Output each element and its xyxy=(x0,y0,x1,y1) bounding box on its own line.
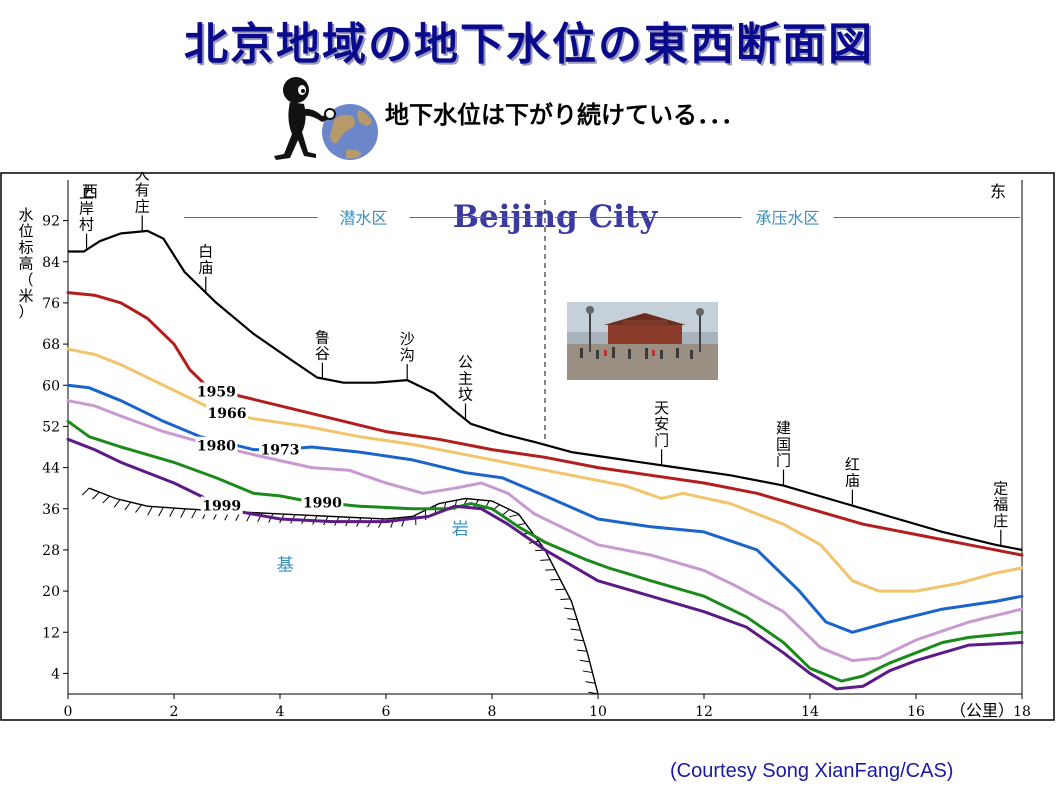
bedrock-hatch xyxy=(550,578,561,581)
bedrock-hatch xyxy=(564,607,574,610)
bedrock-hatch xyxy=(545,569,556,571)
ground-surface xyxy=(68,229,1023,551)
zone-label: 潜水区 xyxy=(339,208,387,227)
subtitle: 地下水位は下がり続けている．．． xyxy=(385,101,745,129)
bedrock-hatch xyxy=(540,559,551,561)
x-axis-unit: （公里） xyxy=(950,701,1014,720)
bedrock-hatch xyxy=(191,509,197,519)
x-tick-label: 4 xyxy=(276,704,285,720)
bedrock-hatch xyxy=(509,514,520,518)
bedrock-hatch xyxy=(92,491,100,500)
bedrock-hatch xyxy=(555,588,566,591)
page-title: 北京地域の地下水位の東西断面図 xyxy=(184,19,874,70)
place-name-label: 红庙 xyxy=(845,455,860,489)
x-tick-label: 10 xyxy=(589,704,607,720)
series-label-bg xyxy=(259,440,301,459)
x-tick-label: 18 xyxy=(1013,704,1031,720)
bedrock-hatch xyxy=(180,508,186,518)
place-names: 上岸村 大有庄白庙鲁谷 沙沟公主坟天安门 建国门红庙定福庄 xyxy=(79,172,1008,546)
y-tick-label: 52 xyxy=(42,419,60,435)
series-1959-line xyxy=(66,291,1024,557)
y-tick-label: 76 xyxy=(42,296,60,312)
y-tick-label: 12 xyxy=(42,625,60,641)
series-label-bg xyxy=(206,404,248,423)
bedrock-hatch xyxy=(567,618,578,621)
place-name-label: 沙沟 xyxy=(400,330,415,364)
series-1980-label: 1980 xyxy=(197,439,236,455)
place-name-label: 建国门 xyxy=(776,419,791,469)
place-name-label: 大有庄 xyxy=(135,172,150,215)
place-name-label: 鲁谷 xyxy=(315,328,330,362)
west-label: 西 xyxy=(82,182,98,201)
y-tick-label: 92 xyxy=(42,214,60,230)
y-ticks: 4 12 20 28 36 44 52 60 68 76 84 92 xyxy=(42,214,68,682)
series-1966-label: 1966 xyxy=(208,406,247,422)
tiananmen-photo xyxy=(567,302,718,380)
bedrock-hatch xyxy=(135,504,142,513)
y-tick-label: 4 xyxy=(51,666,60,682)
y-tick-label: 20 xyxy=(42,584,60,600)
series-label-bg xyxy=(301,493,344,512)
bedrock-hatch xyxy=(124,501,132,511)
ground-surface-line xyxy=(68,229,1023,551)
x-tick-label: 14 xyxy=(801,704,819,720)
bedrock-label: 岩 xyxy=(452,519,469,539)
bedrock-hatch xyxy=(577,649,587,652)
series-1990-line xyxy=(66,419,1024,683)
series-1973-line xyxy=(66,383,1024,634)
zone-bar: 潜水区 承压水区 xyxy=(184,200,1020,442)
place-name-label: 上岸村 xyxy=(79,183,94,233)
y-tick-label: 68 xyxy=(42,337,60,353)
bedrock-hatch xyxy=(585,681,596,684)
x-ticks: 0 2 4 6 8 10 12 14 16 18 xyxy=(64,694,1031,720)
place-name-label: 白庙 xyxy=(198,242,213,276)
series-1959-label: 1959 xyxy=(197,384,236,400)
zone-label: 承压水区 xyxy=(755,208,819,227)
bedrock-line xyxy=(88,487,599,695)
bedrock: 基岩 xyxy=(81,487,599,695)
water-level-series: 1959 1966 1973 1980 1990 1999 xyxy=(66,291,1024,691)
bedrock-hatch xyxy=(573,639,584,642)
place-name-label: 定福庄 xyxy=(993,479,1008,529)
x-tick-label: 2 xyxy=(170,704,179,720)
east-label: 东 xyxy=(990,182,1006,201)
bedrock-hatch xyxy=(102,495,111,504)
series-1990-label: 1990 xyxy=(303,496,342,512)
credit-text: (Courtesy Song XianFang/CAS) xyxy=(670,760,954,782)
y-axis-label: 水位标高（米） xyxy=(18,206,33,321)
bedrock-hatch xyxy=(570,628,581,631)
x-tick-label: 8 xyxy=(488,704,497,720)
series-1973-label: 1973 xyxy=(261,443,300,459)
y-tick-label: 28 xyxy=(42,543,60,559)
bedrock-hatch xyxy=(588,691,599,695)
bedrock-hatch xyxy=(113,499,121,508)
groundwater-cross-section-chart: 西 东 Beijing City （公里） 水位标高（米） 4122028364… xyxy=(0,172,1055,721)
x-tick-label: 6 xyxy=(382,704,391,720)
x-tick-label: 12 xyxy=(695,704,713,720)
y-tick-label: 60 xyxy=(42,378,60,394)
bedrock-hatch xyxy=(147,506,153,516)
series-label-bg xyxy=(195,382,238,401)
bedrock-hatch xyxy=(560,598,571,600)
bedrock-hatch xyxy=(582,670,593,674)
bedrock-label: 基 xyxy=(277,556,294,576)
place-name-label: 公主坟 xyxy=(458,353,473,403)
bedrock-hatch xyxy=(158,507,164,517)
thinking-person-globe-icon xyxy=(274,77,378,160)
place-name-label: 天安门 xyxy=(654,399,669,449)
x-tick-label: 0 xyxy=(64,704,73,720)
bedrock-hatch xyxy=(169,507,175,517)
y-tick-label: 84 xyxy=(42,255,60,271)
series-label-bg xyxy=(200,496,243,515)
series-label-bg xyxy=(195,436,238,455)
x-tick-label: 16 xyxy=(907,704,925,720)
y-axis-title: 水位标高（米） xyxy=(18,206,33,321)
y-tick-label: 44 xyxy=(42,461,60,477)
bedrock-hatch xyxy=(81,487,90,496)
bedrock-hatch xyxy=(579,659,590,663)
y-tick-label: 36 xyxy=(42,502,60,518)
series-1999-label: 1999 xyxy=(202,499,241,515)
